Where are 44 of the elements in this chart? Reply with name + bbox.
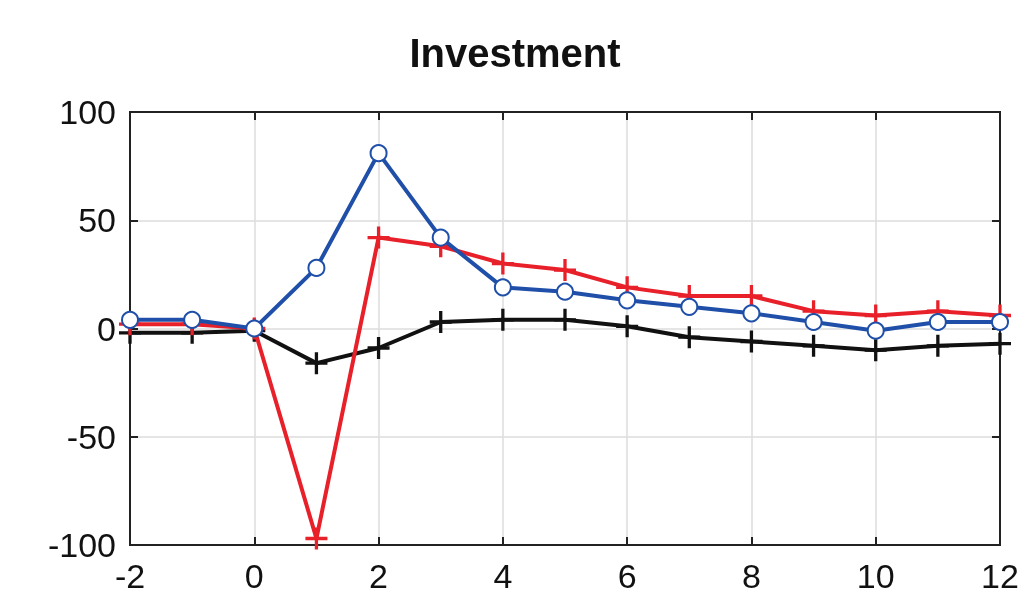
- point: [802, 334, 825, 357]
- point: [121, 310, 139, 329]
- point: [491, 308, 514, 331]
- point: [305, 352, 328, 375]
- point: [742, 304, 761, 323]
- point: [864, 339, 887, 362]
- point: [429, 311, 452, 334]
- y-tick-label: 100: [59, 93, 116, 131]
- point: [678, 326, 701, 349]
- y-tick-label: 0: [97, 309, 116, 348]
- point: [680, 297, 699, 316]
- point: [989, 332, 1011, 355]
- x-tick-label: 6: [617, 557, 637, 595]
- point: [491, 252, 514, 275]
- point: [367, 226, 390, 249]
- y-tick-label: -50: [66, 417, 116, 456]
- point: [926, 334, 949, 357]
- point: [928, 313, 947, 331]
- point: [554, 259, 576, 282]
- point: [493, 278, 512, 297]
- point: [556, 282, 574, 301]
- x-tick-label: 4: [493, 557, 513, 595]
- chart-title: Investment: [409, 31, 621, 75]
- point: [183, 310, 202, 329]
- point: [369, 144, 388, 163]
- point: [991, 313, 1009, 331]
- point: [618, 291, 637, 310]
- y-tick-label: -100: [47, 526, 116, 564]
- point: [305, 527, 328, 550]
- point: [740, 330, 763, 353]
- point: [804, 313, 823, 331]
- point: [431, 228, 450, 247]
- x-tick-label: 12: [981, 557, 1019, 595]
- point: [866, 321, 885, 340]
- x-tick-label: 8: [741, 557, 761, 595]
- point: [307, 258, 326, 277]
- point: [367, 336, 390, 359]
- point: [616, 315, 639, 338]
- x-tick-label: 2: [369, 557, 389, 595]
- x-tick-label: 0: [244, 557, 264, 595]
- point: [554, 308, 576, 331]
- x-tick-label: 10: [856, 557, 895, 595]
- y-tick-label: 50: [78, 201, 116, 240]
- x-tick-label: -2: [114, 557, 146, 595]
